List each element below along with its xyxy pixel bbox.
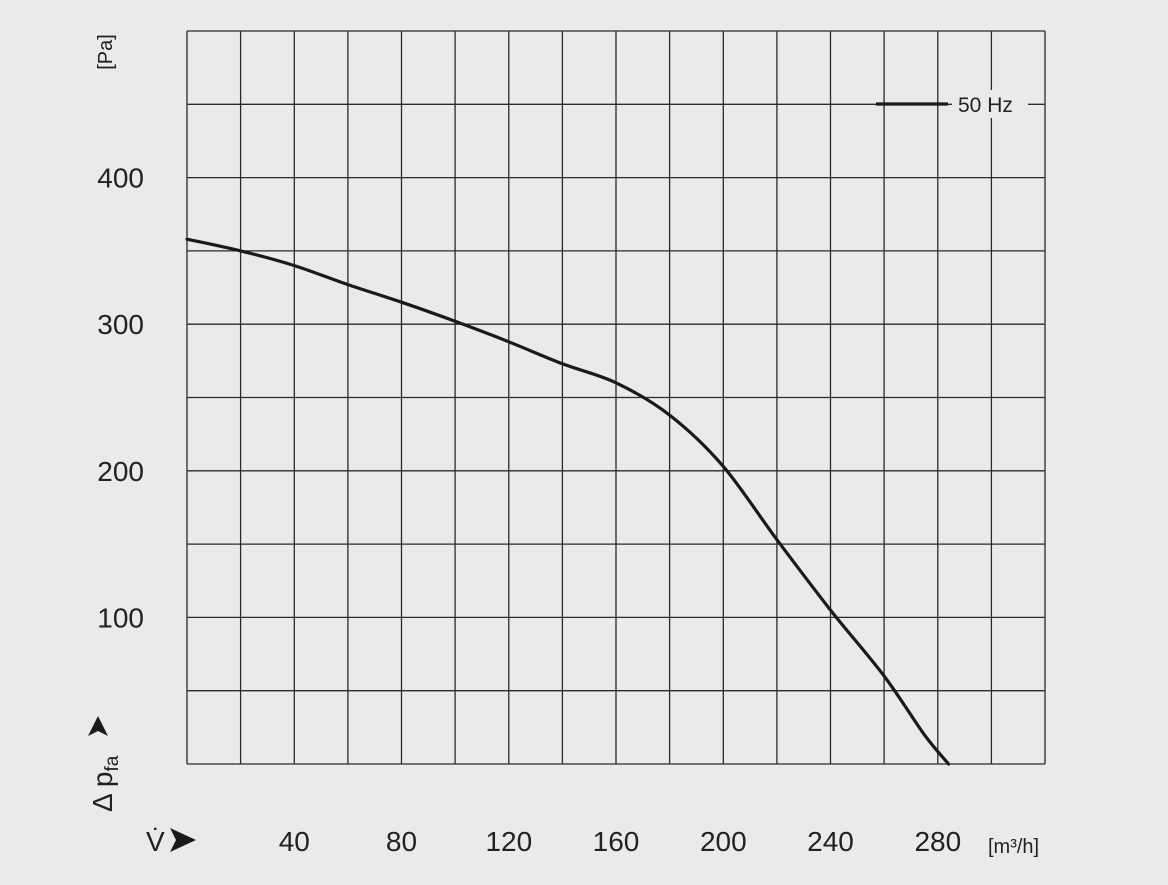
x-tick-label: 160 [593, 826, 640, 857]
y-axis-label: Δ pfa [87, 716, 123, 812]
y-tick-label: 300 [97, 309, 144, 340]
x-axis-arrow-icon [170, 828, 196, 852]
x-axis-label: V̇ [146, 826, 196, 857]
x-tick-label: 240 [807, 826, 854, 857]
x-tick-label: 280 [914, 826, 961, 857]
x-tick-label: 80 [386, 826, 417, 857]
legend-label-background [952, 90, 1028, 118]
series-layer [185, 237, 951, 766]
x-tick-label: 40 [279, 826, 310, 857]
y-axis-arrow-icon [88, 716, 108, 736]
x-tick-labels: 40 80 120 160 200 240 280 [279, 826, 961, 857]
series-line-50hz [185, 237, 951, 766]
y-tick-label: 400 [97, 163, 144, 194]
y-tick-label: 200 [97, 456, 144, 487]
x-tick-label: 200 [700, 826, 747, 857]
y-tick-labels: 100 200 300 400 [97, 163, 144, 634]
grid [186, 30, 1046, 765]
y-tick-label: 100 [97, 602, 144, 633]
x-unit-label: [m³/h] [988, 836, 1039, 858]
legend-label-50hz: 50 Hz [958, 94, 1013, 117]
x-axis-symbol: V̇ [146, 826, 165, 857]
y-unit-label: [Pa] [95, 34, 117, 70]
y-axis-symbol: Δ pfa [87, 755, 123, 812]
legend: 50 Hz [876, 90, 1028, 118]
x-tick-label: 120 [485, 826, 532, 857]
